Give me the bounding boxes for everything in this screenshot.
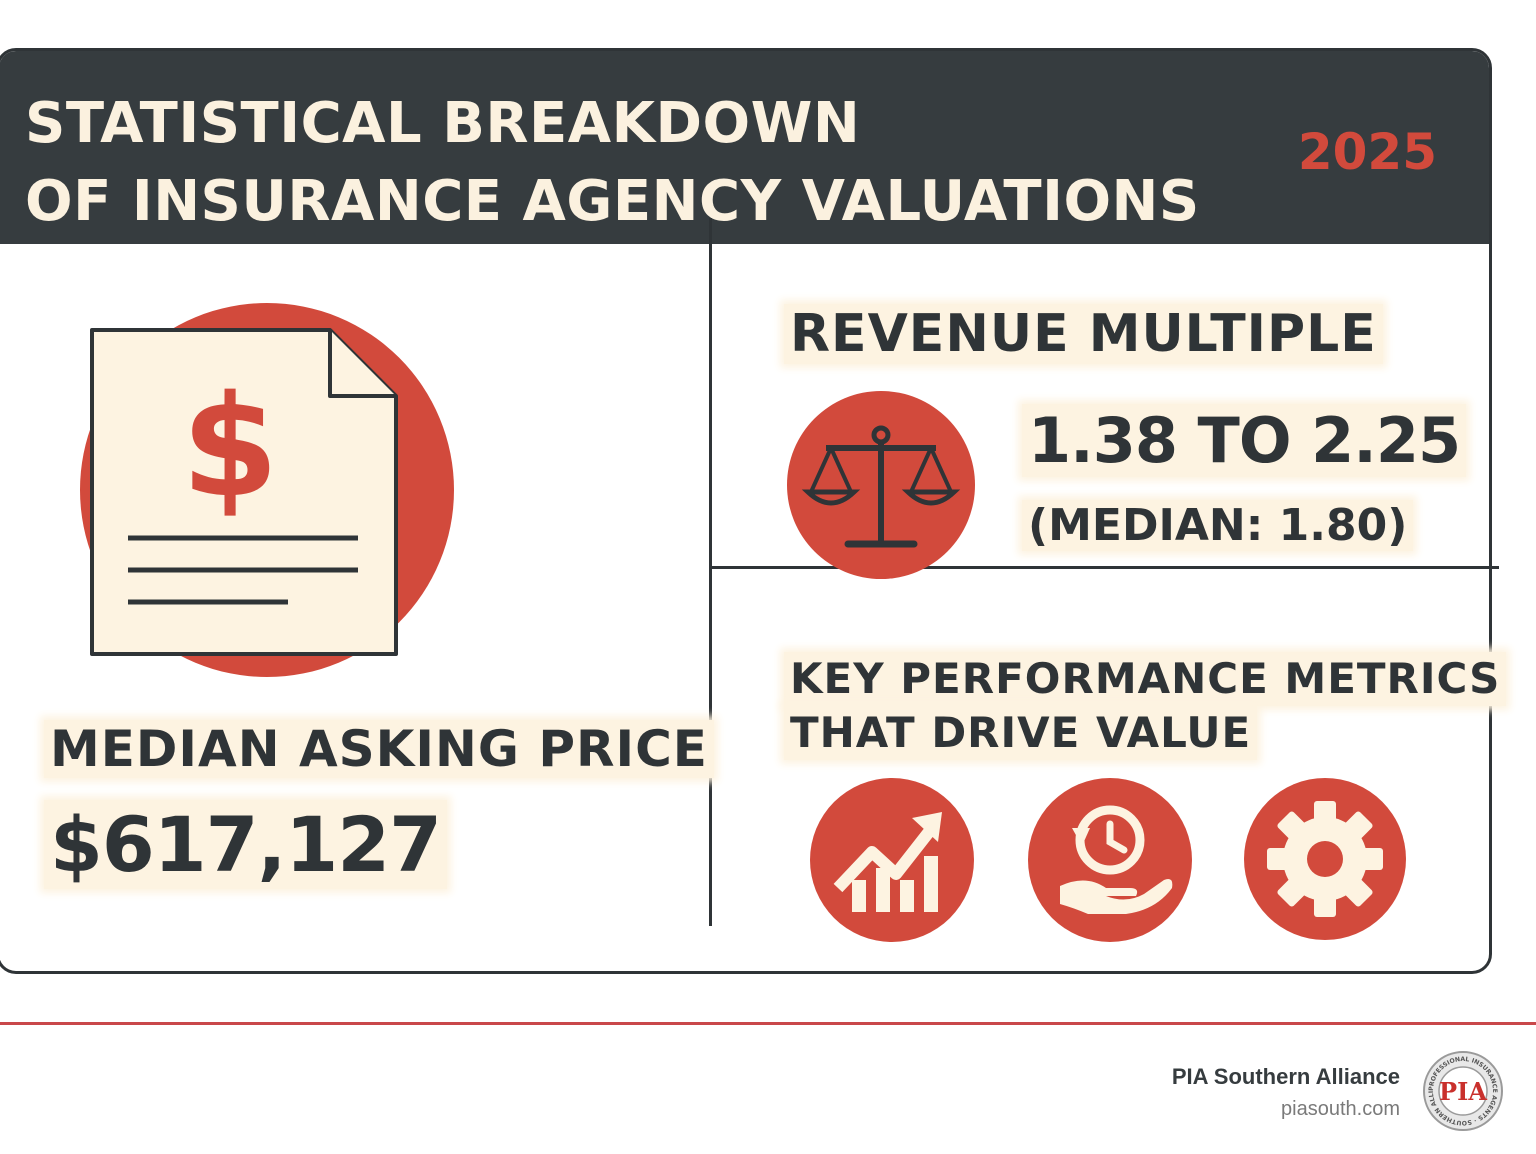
vertical-divider bbox=[709, 218, 712, 926]
svg-text:$: $ bbox=[181, 366, 278, 529]
key-metrics-label-line1: KEY PERFORMANCE METRICS bbox=[784, 652, 1507, 706]
dollar-document-icon: $ bbox=[80, 303, 454, 677]
revenue-multiple-label: REVENUE MULTIPLE bbox=[784, 304, 1383, 364]
year-label: 2025 bbox=[1297, 123, 1437, 181]
brand-url[interactable]: piasouth.com bbox=[1281, 1098, 1400, 1120]
growth-chart-icon bbox=[810, 778, 974, 942]
page-title: STATISTICAL BREAKDOWN OF INSURANCE AGENC… bbox=[25, 91, 1200, 234]
brand-name: PIA Southern Alliance bbox=[1171, 1064, 1400, 1089]
revenue-multiple-range: 1.38 TO 2.25 bbox=[1022, 404, 1467, 477]
median-asking-price-value: $617,127 bbox=[44, 800, 448, 889]
gear-icon bbox=[1244, 778, 1406, 940]
balance-scale-icon bbox=[787, 391, 975, 579]
horizontal-divider bbox=[709, 566, 1499, 569]
median-asking-price-label: MEDIAN ASKING PRICE bbox=[44, 720, 714, 778]
logo-text: PIA bbox=[1439, 1077, 1487, 1106]
key-metrics-label: KEY PERFORMANCE METRICS THAT DRIVE VALUE bbox=[784, 652, 1507, 760]
time-hand-icon bbox=[1028, 778, 1192, 942]
pia-logo: PROFESSIONAL INSURANCE AGENTS · SOUTHERN… bbox=[1422, 1050, 1503, 1131]
revenue-multiple-median: (MEDIAN: 1.80) bbox=[1022, 500, 1414, 551]
header-bar: STATISTICAL BREAKDOWN OF INSURANCE AGENC… bbox=[0, 51, 1489, 244]
footer-divider bbox=[0, 1022, 1536, 1025]
key-metrics-label-line2: THAT DRIVE VALUE bbox=[784, 706, 1258, 760]
